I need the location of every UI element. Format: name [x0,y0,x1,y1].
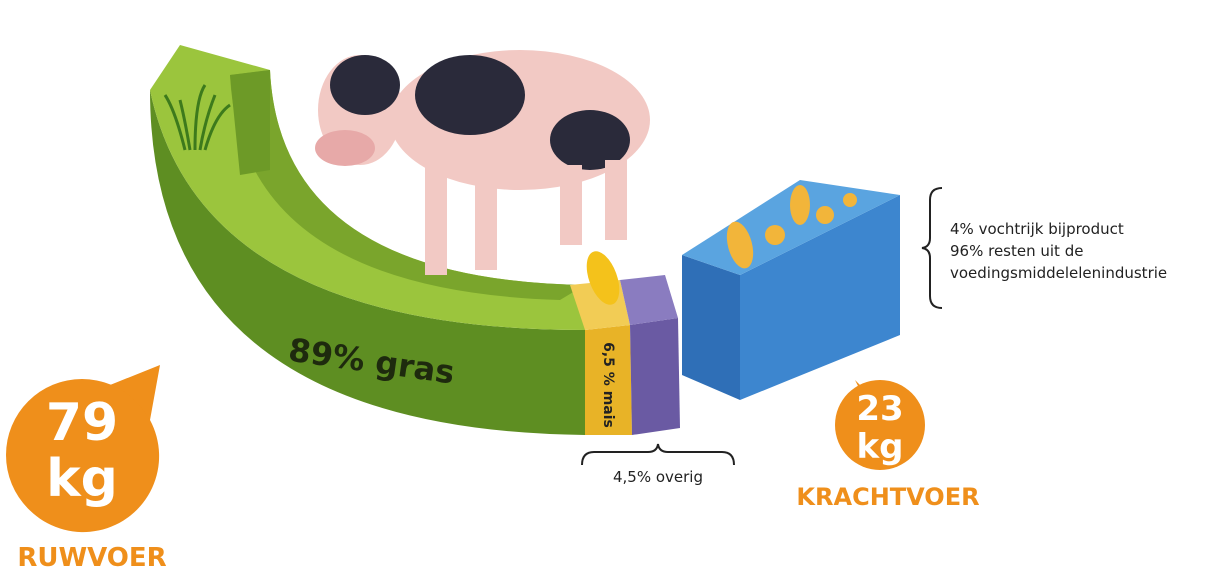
brace-bottom [582,444,734,465]
krachtvoer-amount: 23 [856,389,903,429]
overig-label: 4,5% overig [613,468,703,486]
ruwvoer-unit: kg [46,449,118,509]
mais-label: 6,5 % mais [600,342,616,428]
krachtvoer-unit: kg [857,427,904,467]
krachtvoer-block-front [682,255,740,400]
krachtvoer-label: KRACHTVOER [796,483,979,511]
ruwvoer-label: RUWVOER [17,543,166,573]
ruwvoer-amount: 79 [46,393,118,453]
overig-segment-front [630,318,680,435]
krachtvoer-note: voedingsmiddelelenindustrie [950,264,1167,282]
overig-segment-top [620,275,678,325]
brace-right [922,188,942,308]
infographic: 89% gras 6,5 % mais 4,5% overig 79 kg RU… [0,0,1222,573]
krachtvoer-note: 4% vochtrijk bijproduct [950,220,1124,238]
krachtvoer-note: 96% resten uit de [950,242,1083,260]
